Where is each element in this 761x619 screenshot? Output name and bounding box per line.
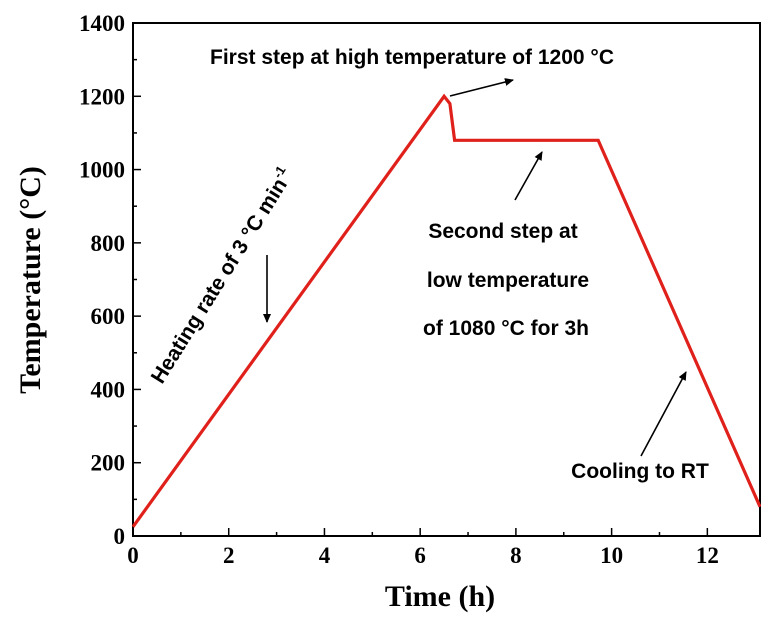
x-tick-label: 0 bbox=[127, 543, 139, 568]
annotation-cooling: Cooling to RT bbox=[571, 460, 709, 483]
gridless-axes: 0 2 4 6 8 10 12 0 200 400 600 800 1000 1200 1400 bbox=[79, 11, 761, 568]
y-tick-label: 0 bbox=[114, 524, 126, 549]
annotation-second-step-line1: Second step at bbox=[428, 220, 577, 243]
y-tick-label: 800 bbox=[91, 231, 126, 256]
annotation-second-step-line2: low temperature bbox=[427, 269, 589, 292]
x-axis-ticks: 0 2 4 6 8 10 12 bbox=[127, 528, 719, 568]
annotation-heating-rate-label: Heating rate of 3 °C min-1 bbox=[144, 163, 298, 388]
annotation-heating-rate: Heating rate of 3 °C min-1 bbox=[144, 163, 298, 388]
annotation-second-step-line3: of 1080 °C for 3h bbox=[423, 317, 589, 340]
y-tick-label: 200 bbox=[91, 451, 126, 476]
x-axis-title: Time (h) bbox=[385, 580, 495, 613]
y-tick-label: 1400 bbox=[79, 11, 125, 36]
y-tick-label: 1000 bbox=[79, 158, 125, 183]
annotation-second-step-arrow bbox=[514, 151, 543, 201]
x-tick-label: 4 bbox=[319, 543, 331, 568]
y-axis-ticks: 0 200 400 600 800 1000 1200 1400 bbox=[79, 11, 141, 549]
x-tick-label: 8 bbox=[510, 543, 522, 568]
series-layer bbox=[131, 93, 761, 528]
y-tick-label: 600 bbox=[91, 304, 126, 329]
x-tick-label: 12 bbox=[696, 543, 719, 568]
temperature-profile-line bbox=[131, 93, 761, 528]
annotation-first-step: First step at high temperature of 1200 °… bbox=[210, 46, 614, 69]
annotation-heating-rate-main: Heating rate of 3 °C min bbox=[147, 174, 292, 387]
y-tick-label: 400 bbox=[91, 377, 126, 402]
x-tick-label: 10 bbox=[600, 543, 623, 568]
y-axis-title: Temperature (°C) bbox=[14, 166, 47, 394]
y-tick-label: 1200 bbox=[79, 84, 125, 109]
annotation-first-step-arrow bbox=[449, 78, 514, 97]
x-tick-label: 6 bbox=[414, 543, 426, 568]
x-tick-label: 2 bbox=[223, 543, 235, 568]
annotation-cooling-arrow bbox=[640, 371, 687, 457]
